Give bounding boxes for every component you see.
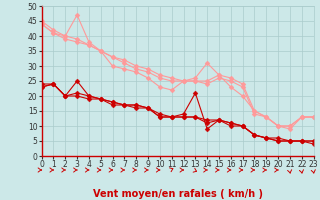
X-axis label: Vent moyen/en rafales ( km/h ): Vent moyen/en rafales ( km/h ) bbox=[92, 189, 263, 199]
